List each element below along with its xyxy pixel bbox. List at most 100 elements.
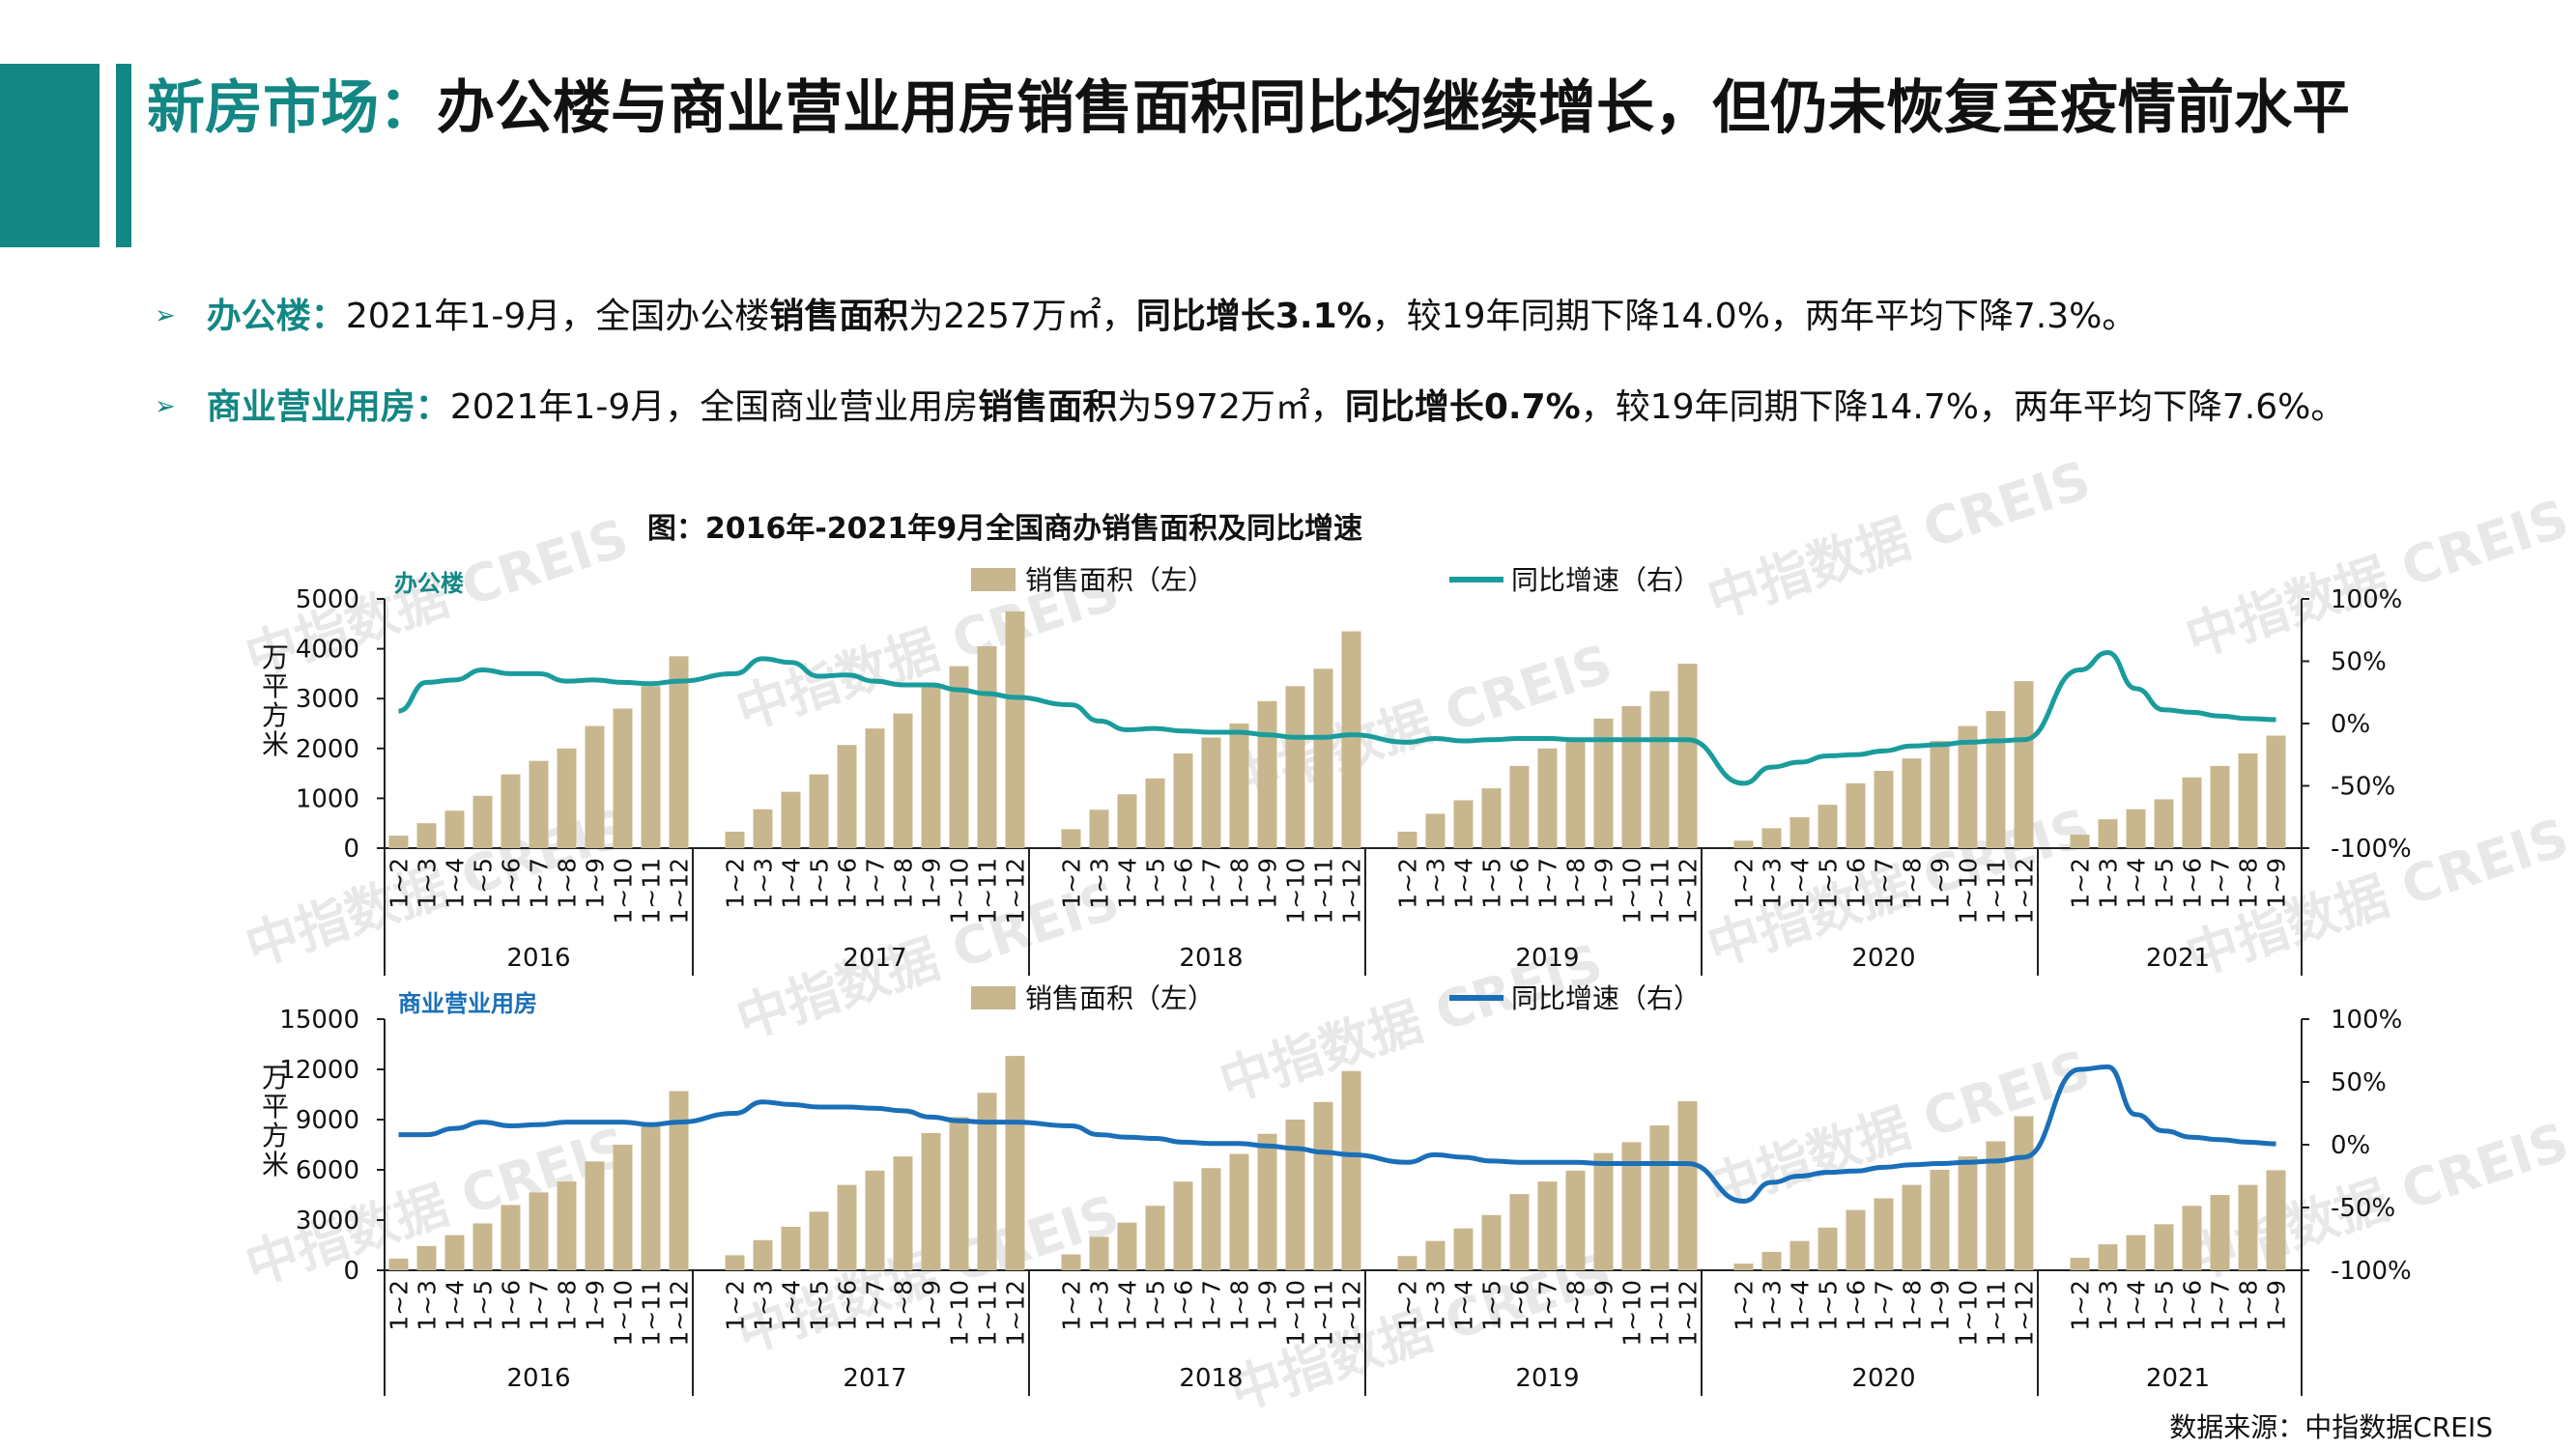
x-tick-label: 1~3: [1086, 858, 1114, 909]
y-left-title-char: 方: [262, 1120, 289, 1151]
x-tick-label: 1~7: [1534, 858, 1562, 909]
bar: [641, 686, 661, 848]
bar: [585, 1161, 605, 1270]
x-tick-label: 1~9: [1927, 1280, 1955, 1331]
bar: [809, 1211, 829, 1270]
x-tick-label: 1~7: [862, 858, 890, 909]
bar: [1481, 1214, 1502, 1270]
bar: [1789, 1240, 1810, 1270]
bar: [2182, 777, 2202, 848]
bar: [1958, 1156, 1978, 1270]
x-tick-label: 1~3: [1086, 1280, 1114, 1331]
x-tick-label: 1~9: [1590, 1280, 1618, 1331]
x-tick-label: 1~10: [610, 1280, 638, 1347]
bar: [753, 1239, 773, 1270]
y-left-tick-label: 9000: [296, 1106, 359, 1135]
x-year-label: 2017: [843, 1364, 906, 1393]
bar: [1677, 664, 1698, 848]
x-year-label: 2020: [1851, 944, 1915, 973]
x-tick-label: 1~7: [2207, 1280, 2235, 1331]
bullet-label: 办公楼：: [206, 297, 346, 336]
y-left-tick-label: 4000: [296, 636, 359, 665]
bar: [837, 1184, 857, 1270]
x-tick-label: 1~12: [1002, 1280, 1030, 1347]
bar: [1761, 1251, 1782, 1270]
bar: [1313, 668, 1333, 848]
page-title: 新房市场：办公楼与商业营业用房销售面积同比均继续增长，但仍未恢复至疫情前水平: [147, 64, 2543, 153]
x-tick-label: 1~8: [1226, 1280, 1254, 1331]
x-tick-label: 1~11: [638, 1280, 666, 1347]
bar: [1677, 1100, 1698, 1270]
bar: [1565, 1170, 1586, 1270]
bar: [1593, 718, 1614, 848]
y-left-title-char: 万: [262, 641, 289, 673]
y-left-tick-label: 3000: [296, 685, 359, 714]
bar: [1818, 1227, 1838, 1270]
x-tick-label: 1~4: [2123, 858, 2151, 909]
bar: [1005, 1056, 1025, 1270]
x-year-label: 2017: [843, 944, 906, 973]
bar: [1285, 1120, 1305, 1270]
y-left-title-char: 平: [262, 670, 289, 702]
bar: [2154, 799, 2174, 848]
bar: [1958, 725, 1978, 848]
bar: [1145, 778, 1165, 848]
legend-line-label: 同比增速（右）: [1511, 564, 1701, 596]
bar: [1818, 805, 1838, 848]
x-tick-label: 1~10: [1955, 1280, 1983, 1347]
x-year-label: 2019: [1515, 1364, 1579, 1393]
bar: [1117, 794, 1137, 848]
x-tick-label: 1~9: [2263, 858, 2291, 909]
x-tick-label: 1~4: [1114, 1280, 1142, 1331]
x-tick-label: 1~6: [1843, 858, 1871, 909]
bar: [865, 1170, 885, 1270]
x-tick-label: 1~6: [498, 1280, 526, 1331]
legend-bar-swatch: [971, 568, 1016, 591]
bar: [921, 1132, 941, 1270]
x-tick-label: 1~2: [1731, 1280, 1759, 1331]
bar: [1846, 782, 1866, 848]
bar: [2014, 1116, 2034, 1270]
x-year-label: 2018: [1179, 1364, 1243, 1393]
bar: [893, 1156, 913, 1270]
x-tick-label: 1~6: [1506, 1280, 1534, 1331]
legend-bar-label: 销售面积（左）: [1025, 982, 1215, 1014]
watermark-text: 中指数据 CREIS: [2179, 488, 2576, 668]
x-tick-label: 1~2: [1731, 858, 1759, 909]
bar: [1061, 1254, 1081, 1270]
bullet-text: 为2257万㎡，: [908, 297, 1136, 336]
bar: [893, 713, 913, 848]
x-tick-label: 1~9: [2263, 1280, 2291, 1331]
x-tick-label: 1~11: [1646, 858, 1674, 924]
x-tick-label: 1~7: [862, 1280, 890, 1331]
x-tick-label: 1~8: [2235, 1280, 2263, 1331]
bar: [557, 1181, 577, 1270]
bar: [1649, 1125, 1670, 1270]
watermark-text: 中指数据 CREIS: [1222, 633, 1619, 813]
bar: [2126, 1235, 2146, 1270]
legend-bar-swatch: [971, 986, 1016, 1009]
x-tick-label: 1~10: [1955, 858, 1983, 924]
y-left-tick-label: 0: [343, 1257, 359, 1286]
y-right-tick-label: -100%: [2331, 835, 2412, 864]
bullet-bold: 销售面积: [978, 387, 1118, 427]
y-right-tick-label: 100%: [2331, 585, 2402, 614]
bar: [1397, 831, 1417, 848]
y-left-title-char: 米: [262, 728, 289, 760]
bar: [1846, 1209, 1866, 1270]
bar: [1229, 1153, 1249, 1270]
bar: [977, 646, 997, 848]
bar: [921, 687, 941, 848]
x-tick-label: 1~2: [2067, 1280, 2095, 1331]
legend-line-label: 同比增速（右）: [1511, 982, 1701, 1014]
x-tick-label: 1~12: [666, 1280, 694, 1347]
x-tick-label: 1~11: [974, 1280, 1002, 1347]
x-tick-label: 1~4: [778, 1280, 806, 1331]
x-tick-label: 1~5: [806, 858, 834, 909]
x-tick-label: 1~6: [834, 1280, 862, 1331]
bullet-bold: 同比增长0.7%: [1344, 387, 1581, 427]
header-block: [0, 64, 100, 247]
x-tick-label: 1~9: [918, 858, 946, 909]
x-tick-label: 1~5: [2151, 1280, 2179, 1331]
bar: [1005, 611, 1025, 848]
